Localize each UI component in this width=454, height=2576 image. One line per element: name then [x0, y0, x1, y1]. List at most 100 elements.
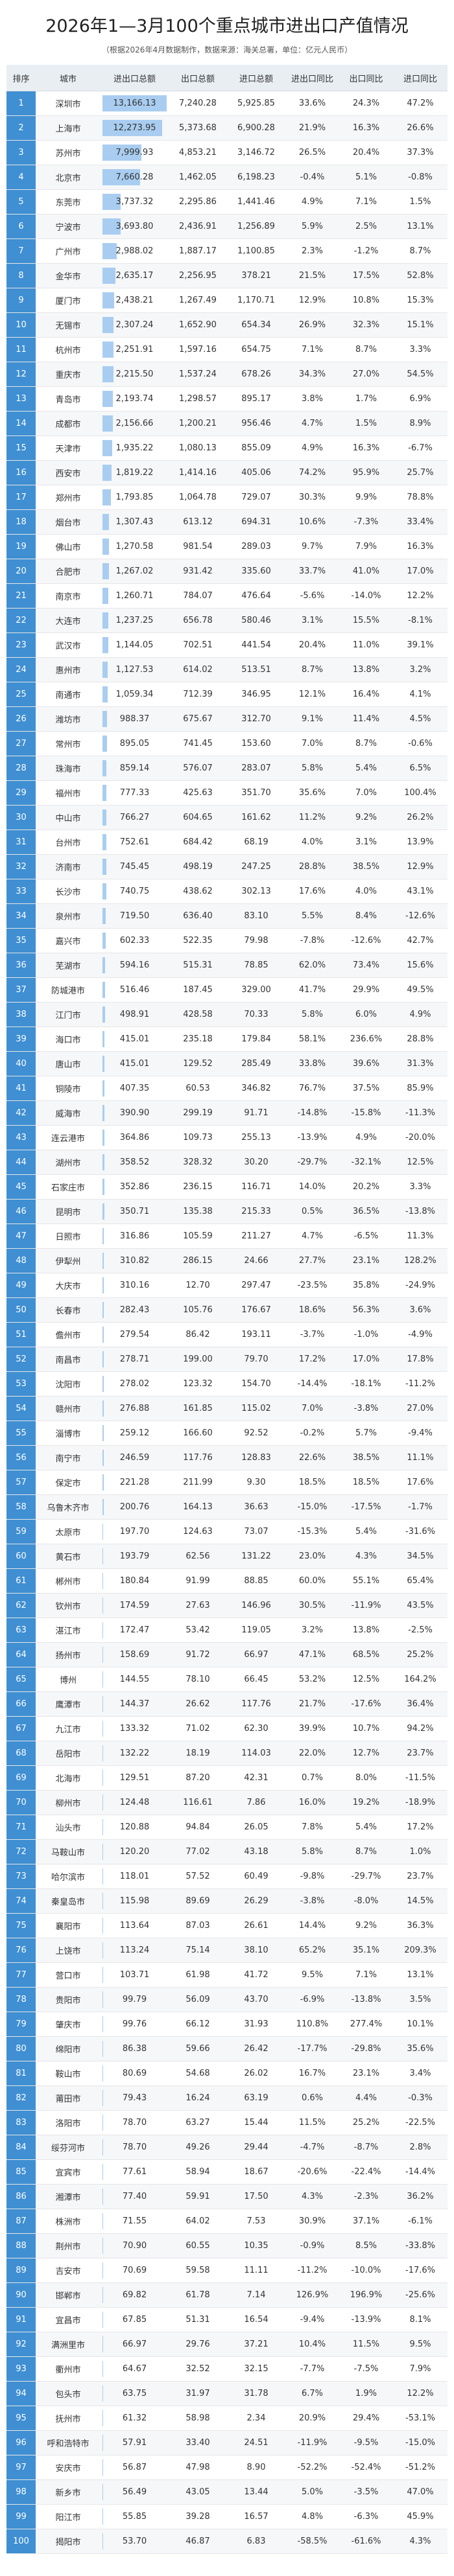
cell: 364.86 [101, 1125, 169, 1150]
cell: 87.20 [169, 1765, 227, 1791]
column-header: 进出口同比 [285, 65, 339, 91]
cell: 47.98 [169, 2455, 227, 2480]
cell: 8.1% [393, 2307, 448, 2332]
rank-cell: 96 [6, 2430, 36, 2455]
value-bar [102, 1622, 104, 1638]
value-bar [102, 1450, 104, 1466]
cell: 营口市 [36, 1962, 101, 1988]
value-bar [102, 120, 163, 136]
cell: 199.00 [169, 1347, 227, 1372]
cell: 99.79 [101, 1987, 169, 2012]
value-bar [102, 1524, 104, 1540]
cell: 91.99 [169, 1568, 227, 1594]
cell: -6.3% [339, 2504, 393, 2529]
cell: 55.1% [339, 1568, 393, 1594]
cell-text: 2,193.74 [115, 394, 154, 404]
cell: 328.32 [169, 1150, 227, 1175]
column-header: 出口同比 [339, 65, 393, 91]
cell: 56.87 [101, 2455, 169, 2480]
cell-text: 63.75 [122, 2389, 147, 2398]
rank-cell: 44 [6, 1150, 36, 1175]
value-bar [102, 1893, 103, 1909]
cell: 1,537.24 [169, 362, 227, 387]
cell: 146.96 [227, 1593, 285, 1618]
rank-cell: 15 [6, 435, 36, 461]
table-row: 86 湘潭市 77.40 59.91 17.50 4.3% -2.3% 36.2% [6, 2184, 448, 2209]
cell: -24.9% [393, 1273, 448, 1298]
cell: 7.9% [393, 2356, 448, 2382]
cell: 湛江市 [36, 1618, 101, 1643]
cell: 277.4% [339, 2012, 393, 2037]
cell: -11.2% [285, 2258, 339, 2283]
cell-text: 133.32 [119, 1724, 150, 1734]
cell: 16.3% [339, 435, 393, 461]
rank-cell: 17 [6, 485, 36, 510]
cell: 1,793.85 [101, 485, 169, 510]
cell: 94.2% [393, 1716, 448, 1741]
cell: 91.72 [169, 1642, 227, 1667]
cell: 16.3% [393, 534, 448, 559]
cell: 8.7% [339, 1839, 393, 1864]
cell: 洛阳市 [36, 2110, 101, 2135]
cell: 3.3% [393, 337, 448, 362]
cell: 100.4% [393, 780, 448, 806]
cell: 5.8% [285, 756, 339, 781]
cell: 276.88 [101, 1396, 169, 1421]
cell: 哈尔滨市 [36, 1864, 101, 1889]
cell: 70.33 [227, 1002, 285, 1027]
cell: 678.26 [227, 362, 285, 387]
cell: 1,887.17 [169, 238, 227, 264]
cell: 99.76 [101, 2012, 169, 2037]
value-bar [102, 1671, 104, 1688]
rank-cell: 97 [6, 2455, 36, 2480]
value-bar [102, 785, 106, 801]
cell: 29.9% [339, 977, 393, 1003]
cell: 43.05 [169, 2479, 227, 2505]
cell: 济南市 [36, 854, 101, 879]
cell: 39.1% [393, 632, 448, 658]
value-bar [102, 859, 106, 875]
cell: 2,215.50 [101, 362, 169, 387]
cell-text: 777.33 [119, 788, 150, 798]
table-row: 22 大连市 1,237.25 656.78 580.46 3.1% 15.5% -8.1% [6, 608, 448, 633]
value-bar [102, 243, 117, 259]
cell: 3.2% [285, 1618, 339, 1643]
cell-text: 1,270.58 [115, 542, 154, 551]
cell-text: 124.48 [119, 1798, 150, 1807]
cell: 1,237.25 [101, 608, 169, 633]
cell: 745.45 [101, 854, 169, 879]
cell: 193.11 [227, 1322, 285, 1347]
cell-text: 516.46 [119, 985, 150, 995]
table-row: 20 合肥市 1,267.02 931.42 335.60 33.7% 41.0% 17.0% [6, 559, 448, 584]
cell: 中山市 [36, 805, 101, 830]
cell: 唐山市 [36, 1051, 101, 1076]
table-row: 100 揭阳市 53.70 46.87 6.83 -58.5% -61.6% 4.3% [6, 2529, 448, 2554]
cell: 4.0% [285, 830, 339, 855]
table-row: 16 西安市 1,819.22 1,414.16 405.06 74.2% 95.9% 25.… [6, 460, 448, 485]
value-bar [102, 809, 106, 826]
cell: 21.7% [285, 1691, 339, 1717]
cell: 4,853.21 [169, 140, 227, 165]
value-bar [102, 982, 105, 998]
cell: 10.8% [339, 288, 393, 313]
cell: 4.1% [393, 682, 448, 707]
table-body: 1 深圳市 13,166.13 7,240.28 5,925.85 33.6% 24.3% 4… [6, 91, 448, 2554]
cell-text: 80.69 [122, 2069, 147, 2078]
value-bar [102, 1770, 103, 1786]
cell: 17.8% [393, 1347, 448, 1372]
table-row: 38 江门市 498.91 428.58 70.33 5.8% 6.0% 4.9% [6, 1002, 448, 1027]
cell: 5.1% [339, 165, 393, 190]
cell: 2,438.21 [101, 288, 169, 313]
cell: 8.7% [393, 238, 448, 264]
cell: 赣州市 [36, 1396, 101, 1421]
cell: 17.6% [393, 1470, 448, 1495]
table-row: 58 乌鲁木齐市 200.76 164.13 36.63 -15.0% -17.5% -1.7… [6, 1494, 448, 1520]
cell-text: 1,935.22 [115, 443, 154, 453]
cell: 113.24 [101, 1938, 169, 1963]
table-row: 21 南京市 1,260.71 784.07 476.64 -5.6% -14.0% 12.2… [6, 583, 448, 609]
cell: 522.35 [169, 928, 227, 953]
table-row: 1 深圳市 13,166.13 7,240.28 5,925.85 33.6% 24.3% 4… [6, 91, 448, 116]
rank-cell: 90 [6, 2282, 36, 2308]
cell: 68.19 [227, 830, 285, 855]
cell: 54.5% [393, 362, 448, 387]
